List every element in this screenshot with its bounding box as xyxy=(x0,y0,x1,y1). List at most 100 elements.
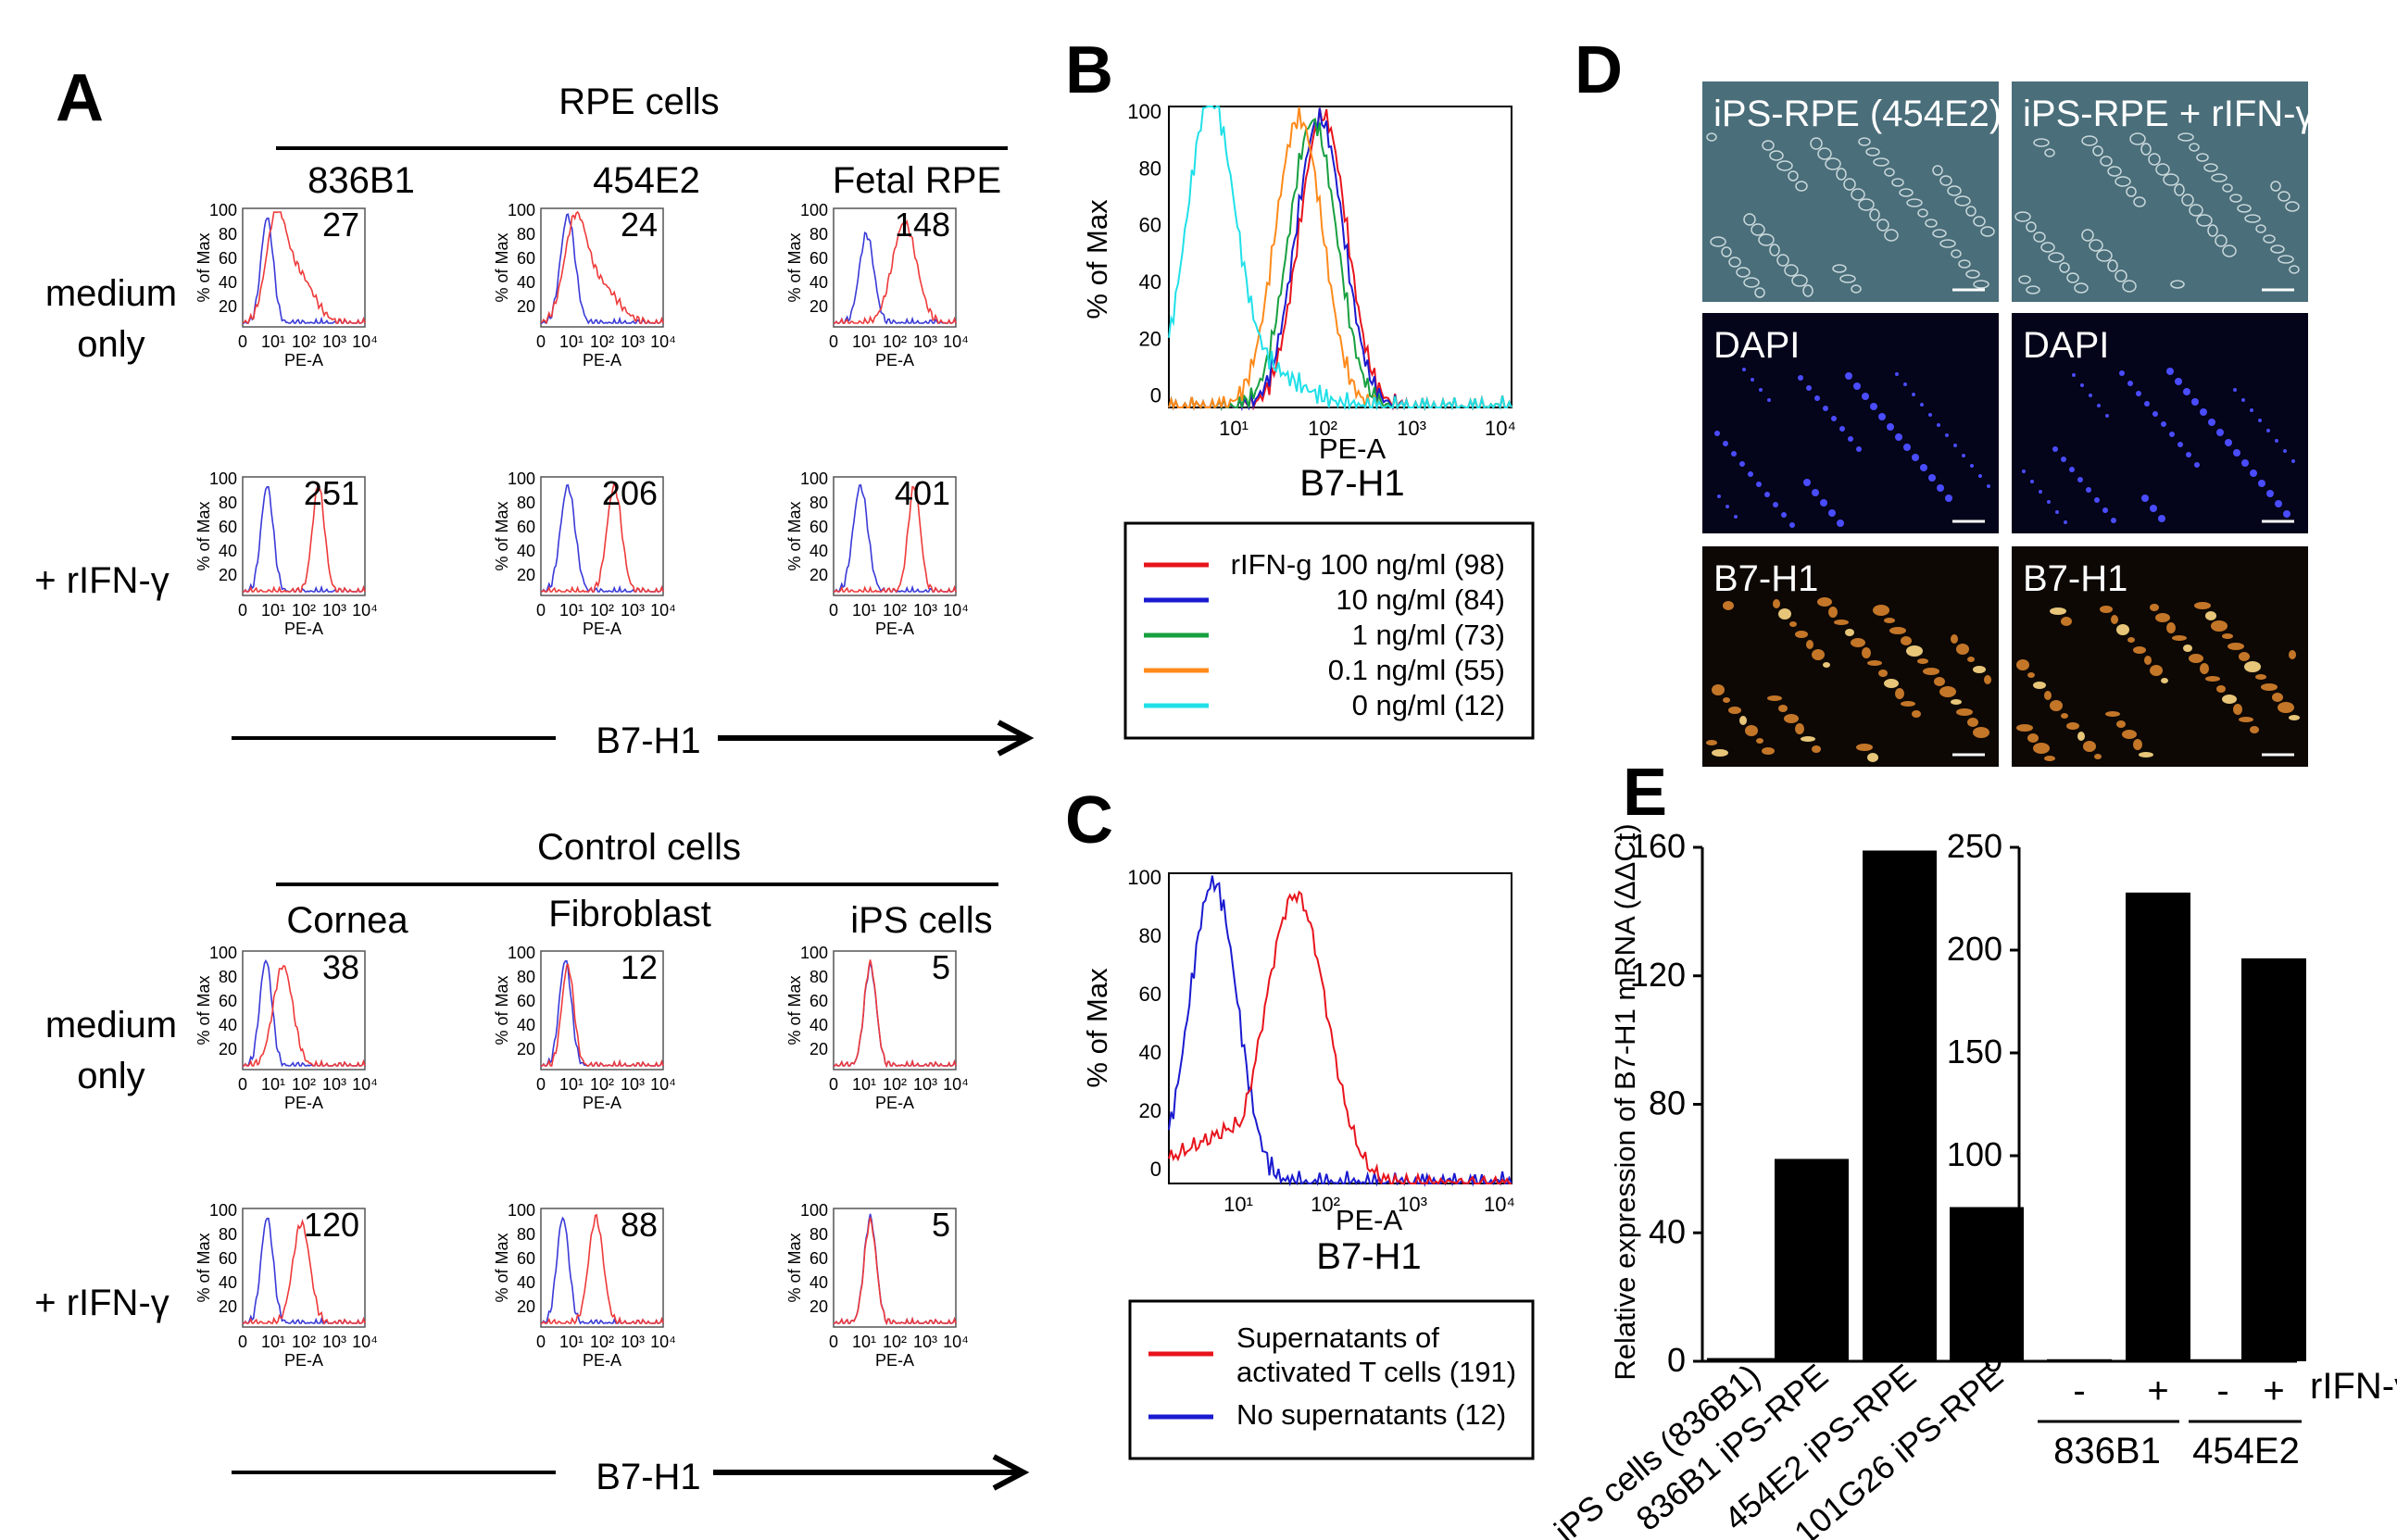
cell-mark xyxy=(2203,163,2218,172)
hist-xtick: 10¹ xyxy=(852,601,876,620)
nucleus-mark xyxy=(1839,426,1845,432)
cell-mark xyxy=(1836,168,1847,181)
hist-xtick: 10⁴ xyxy=(650,601,676,620)
hist-ytick: 80 xyxy=(219,225,237,244)
panel-c-xtick: 10⁴ xyxy=(1484,1193,1515,1216)
bar xyxy=(1707,1358,1781,1361)
nucleus-mark xyxy=(2047,500,2051,504)
stain-mark xyxy=(2228,643,2244,650)
stain-mark xyxy=(2027,672,2035,678)
column-label-fetal-rpe: Fetal RPE xyxy=(833,160,1001,201)
hist-ylabel: % of Max xyxy=(195,975,213,1045)
stain-mark xyxy=(1812,745,1821,753)
hist-ytick: 20 xyxy=(809,297,828,316)
column-label-cornea: Cornea xyxy=(286,900,408,941)
y-tick-label: 0 xyxy=(1984,1341,2002,1379)
nucleus-mark xyxy=(1734,515,1738,519)
panel-label-b: B xyxy=(1065,33,1113,107)
panel-b-xtick: 10¹ xyxy=(1219,417,1249,440)
y-tick-label: 40 xyxy=(1649,1212,1686,1250)
hist-xtick: 10² xyxy=(883,332,907,351)
nucleus-mark xyxy=(2144,401,2150,407)
hist-ytick: 20 xyxy=(517,566,535,584)
stain-mark xyxy=(1984,675,1991,684)
micrograph-label: DAPI xyxy=(1713,325,1800,366)
micrograph-label: B7-H1 xyxy=(2023,558,2127,599)
hist-frame xyxy=(242,950,366,1070)
hist-ytick: 100 xyxy=(209,201,237,219)
control-ifn-histogram: 100 80 60 40 200 10¹ 10² 10³ 10⁴ PE-A % of Max 120 xyxy=(195,1201,378,1370)
nucleus-mark xyxy=(1848,436,1853,442)
hist-mfi-value: 12 xyxy=(621,948,658,986)
stain-mark xyxy=(1956,644,1969,655)
stain-mark xyxy=(1712,684,1725,695)
hist-xtick: 10⁴ xyxy=(352,1333,378,1351)
nucleus-mark xyxy=(2069,467,2075,472)
stain-mark xyxy=(2161,678,2168,683)
stain-mark xyxy=(2122,730,2137,739)
nucleus-mark xyxy=(1781,512,1787,518)
stain-mark xyxy=(2100,606,2113,613)
nucleus-mark xyxy=(1726,505,1729,508)
nucleus-mark xyxy=(1937,484,1944,492)
hist-curve-red xyxy=(540,210,664,325)
hist-xtick: 10¹ xyxy=(559,1075,584,1094)
stain-mark xyxy=(2211,620,2228,632)
panel-c-frame xyxy=(1168,872,1512,1184)
hist-ytick: 60 xyxy=(517,1249,535,1268)
hist-xtick: 10¹ xyxy=(852,1333,876,1351)
nucleus-mark xyxy=(2166,368,2174,375)
cell-mark xyxy=(1851,284,1862,294)
nucleus-mark xyxy=(2258,419,2262,422)
hist-ytick: 40 xyxy=(809,542,828,560)
hist-curve-red xyxy=(540,1213,664,1325)
nucleus-mark xyxy=(2086,487,2091,493)
micrograph-label: iPS-RPE (454E2) xyxy=(1713,94,2002,134)
cell-mark xyxy=(1873,157,1889,167)
hist-xlabel: PE-A xyxy=(583,351,621,369)
hist-ytick: 40 xyxy=(517,1273,535,1292)
nucleus-mark xyxy=(1945,433,1949,437)
hist-curve-red xyxy=(242,964,366,1067)
arrowhead-bottom-icon xyxy=(992,1454,1030,1491)
stain-mark xyxy=(1895,688,1904,699)
hist-frame xyxy=(242,1208,366,1328)
stain-mark xyxy=(1834,620,1849,625)
nucleus-mark xyxy=(2102,507,2108,513)
hist-ytick: 20 xyxy=(219,297,237,316)
stain-mark xyxy=(1973,666,1986,673)
stain-mark xyxy=(2222,695,2237,704)
nucleus-mark xyxy=(2097,404,2101,407)
nucleus-mark xyxy=(1928,474,1936,482)
control-medium-histogram: 100 80 60 40 200 10¹ 10² 10³ 10⁴ PE-A % of Max 12 xyxy=(493,944,676,1112)
nucleus-mark xyxy=(1717,495,1721,498)
nucleus-mark xyxy=(2183,388,2190,395)
stain-mark xyxy=(1773,599,1780,608)
stain-mark xyxy=(2116,720,2126,728)
nucleus-mark xyxy=(1912,454,1919,461)
cell-mark xyxy=(1965,206,1977,217)
hist-ytick: 60 xyxy=(809,249,828,268)
hist-xtick: 10⁴ xyxy=(943,1333,969,1351)
hist-ytick: 20 xyxy=(809,1040,828,1058)
hist-ytick: 80 xyxy=(809,968,828,986)
column-label-fibroblast: Fibroblast xyxy=(548,894,711,934)
hist-xtick: 10⁴ xyxy=(943,601,969,620)
cell-mark xyxy=(2222,183,2233,193)
cell-mark xyxy=(1947,185,1962,196)
cell-mark xyxy=(1869,208,1880,221)
legend-label: rIFN-g 100 ng/ml (98) xyxy=(1231,548,1505,581)
panel-label-a: A xyxy=(56,61,104,135)
cell-mark xyxy=(1925,219,1938,228)
control-ifn-histogram: 100 80 60 40 200 10¹ 10² 10³ 10⁴ PE-A % of Max 5 xyxy=(785,1201,969,1370)
cell-mark xyxy=(1710,236,1726,247)
hist-xtick: 10¹ xyxy=(852,1075,876,1094)
cell-mark xyxy=(2140,143,2152,156)
nucleus-mark xyxy=(2039,490,2042,494)
hist-xtick: 0 xyxy=(238,332,247,351)
hist-xtick: 10² xyxy=(292,332,316,351)
hist-frame xyxy=(833,1208,957,1328)
hist-xlabel: PE-A xyxy=(583,1351,621,1370)
stain-mark xyxy=(2244,661,2261,672)
